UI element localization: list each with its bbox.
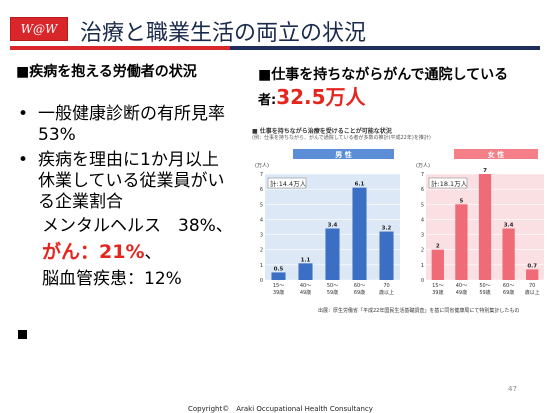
total-box-1	[428, 177, 468, 189]
chart-title-1: 女 性	[488, 150, 504, 159]
y-tick-1-4: 4	[421, 217, 424, 223]
chart-plot-bg-1	[426, 174, 544, 280]
x-tick-1-0-a: 15〜	[432, 283, 443, 289]
subitem-cerebrovascular: 脳血管疾患：12%	[42, 269, 182, 289]
x-tick-0-2-b: 59歳	[327, 289, 338, 296]
x-tick-1-1-a: 40〜	[456, 283, 467, 289]
y-tick-0-7: 7	[260, 172, 263, 178]
total-box-0	[267, 177, 307, 189]
bar-0-1	[298, 263, 313, 280]
chart-total-0: 計:14.4万人	[270, 179, 307, 188]
x-tick-0-4-b: 歳以上	[379, 289, 394, 296]
subitem-mental-health: メンタルヘルス 38%、	[42, 216, 233, 236]
bar-value-label-0-4: 3.2	[382, 226, 392, 232]
bar-value-label-1-1: 5	[459, 198, 463, 204]
y-tick-0-3: 3	[260, 233, 263, 239]
y-tick-0-4: 4	[260, 217, 263, 223]
chart-ylabel-0: (万人)	[255, 163, 269, 169]
bar-1-1	[455, 204, 468, 280]
subitem-cancer-tail: 、	[144, 243, 162, 263]
x-tick-1-0-b: 39歳	[432, 289, 443, 296]
subitem-cancer-value: がん：21%	[42, 241, 145, 263]
y-tick-0-0: 0	[260, 278, 263, 284]
bar-1-4	[526, 269, 539, 280]
bar-0-3	[352, 187, 367, 280]
bar-0-4	[379, 231, 394, 280]
bar-value-label-1-3: 3.4	[504, 223, 514, 229]
y-tick-0-6: 6	[260, 187, 263, 193]
chart-panel-title: ■ 仕事を持ちながら治療を受けることが可能な状況	[252, 128, 392, 135]
bar-1-3	[502, 228, 515, 280]
page-title: 治療と職業生活の両立の状況	[80, 21, 367, 46]
copyright-notice: Copyright© Araki Occupational Health Con…	[188, 405, 373, 413]
bullet-list: • 一般健康診断の有所見率 53% • 疾病を理由に1か月以上休業している従業員…	[16, 104, 242, 292]
bullet-text: 疾病を理由に1か月以上休業している従業員がいる企業割合	[38, 150, 225, 212]
x-tick-0-3-a: 60〜	[354, 283, 365, 289]
page-number: 47	[508, 385, 517, 393]
y-tick-0-2: 2	[260, 248, 263, 254]
x-tick-1-2-b: 59歳	[479, 289, 490, 296]
bar-0-0	[271, 272, 286, 280]
right-heading-line2: 者:32.5万人	[258, 86, 538, 112]
chart-plot-bg-0	[265, 174, 400, 280]
bar-1-2	[478, 174, 492, 280]
y-tick-1-2: 2	[421, 248, 424, 254]
bullet-leave-ratio: • 疾病を理由に1か月以上休業している従業員がいる企業割合	[16, 150, 231, 213]
bullet-checkup-rate: • 一般健康診断の有所見率 53%	[16, 104, 242, 146]
chart-source-note: 出展：厚生労働省「平成22年国民生活基礎調査」を基に同省健康局にて特別集計したも…	[318, 308, 520, 314]
y-tick-1-3: 3	[421, 233, 424, 239]
title-underline-navy	[230, 46, 540, 50]
chart-title-0: 男 性	[335, 150, 351, 159]
x-tick-0-2-a: 50〜	[327, 283, 338, 289]
x-tick-0-3-b: 69歳	[354, 289, 365, 296]
x-tick-0-0-b: 39歳	[273, 289, 284, 296]
x-tick-1-3-a: 60〜	[503, 283, 514, 289]
title-underline-red	[10, 46, 230, 50]
bar-value-label-1-4: 0.7	[527, 263, 537, 269]
x-tick-0-0-a: 15〜	[273, 283, 284, 289]
y-tick-1-1: 1	[421, 263, 424, 269]
bar-1-0	[431, 249, 444, 280]
right-heading-line1: ■仕事を持ちながらがんで通院している	[258, 67, 509, 83]
y-tick-0-5: 5	[260, 202, 263, 208]
bar-value-label-0-1: 1.1	[301, 257, 311, 263]
x-tick-1-4-b: 歳以上	[525, 289, 540, 296]
y-tick-1-5: 5	[421, 202, 424, 208]
y-tick-1-0: 0	[421, 278, 424, 284]
bullet-marker: •	[18, 104, 29, 124]
x-tick-1-4-a: 70	[529, 283, 535, 289]
right-heading-value: 32.5万人	[276, 85, 366, 109]
bar-value-label-0-2: 3.4	[328, 223, 338, 229]
chart-header-1	[454, 149, 538, 159]
right-section-heading: ■仕事を持ちながらがんで通院している 者:32.5万人	[258, 64, 538, 112]
bar-value-label-0-3: 6.1	[355, 182, 365, 188]
chart-header-0	[293, 149, 394, 159]
x-tick-0-4-a: 70	[383, 283, 389, 289]
subitem-cancer: がん：21%、	[16, 239, 231, 266]
bullet-text: 一般健康診断の有所見率 53%	[38, 104, 242, 145]
company-logo: W@W	[10, 17, 68, 41]
y-tick-1-7: 7	[421, 172, 424, 178]
bar-0-2	[325, 228, 340, 280]
left-section-heading: ■疾病を抱える労働者の状況	[16, 64, 197, 80]
bar-value-label-1-0: 2	[436, 244, 440, 250]
y-tick-0-1: 1	[260, 263, 263, 269]
bar-value-label-1-2: 7	[483, 168, 487, 174]
empty-bullet-marker: ■	[18, 330, 27, 339]
x-tick-1-2-a: 50〜	[479, 283, 490, 289]
x-tick-1-1-b: 49歳	[456, 289, 467, 296]
x-tick-0-1-b: 49歳	[300, 289, 311, 296]
right-heading-prefix: 者:	[258, 93, 277, 108]
chart-total-1: 計:18.1万人	[431, 179, 468, 188]
y-tick-1-6: 6	[421, 187, 424, 193]
chart-panel-subtitle: (例：仕事を持ちながら、がんで通院している者が多数の推計(平成22年)を推計)	[252, 135, 431, 141]
chart-ylabel-1: (万人)	[416, 163, 430, 169]
x-tick-0-1-a: 40〜	[300, 283, 311, 289]
bullet-marker: •	[18, 150, 29, 170]
x-tick-1-3-b: 69歳	[503, 289, 514, 296]
bar-value-label-0-0: 0.5	[274, 266, 284, 272]
